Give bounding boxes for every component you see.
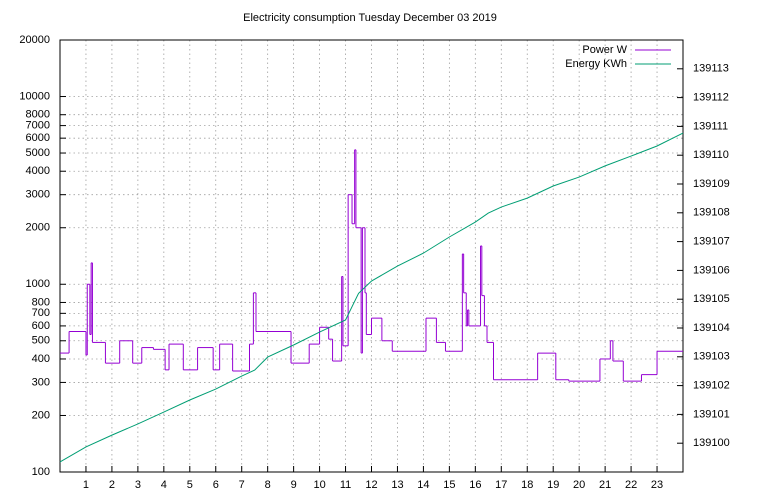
x-tick-label: 7 bbox=[239, 479, 245, 491]
y2-tick-label: 139107 bbox=[693, 236, 730, 248]
chart-title: Electricity consumption Tuesday December… bbox=[243, 12, 497, 24]
y-tick-label: 600 bbox=[32, 320, 50, 332]
y-tick-label: 300 bbox=[32, 376, 50, 388]
y-tick-label: 500 bbox=[32, 335, 50, 347]
x-tick-label: 20 bbox=[573, 479, 585, 491]
x-tick-label: 18 bbox=[521, 479, 533, 491]
y-tick-label: 3000 bbox=[26, 189, 50, 201]
x-tick-label: 3 bbox=[135, 479, 141, 491]
y-tick-label: 5000 bbox=[26, 147, 50, 159]
y2-tick-label: 139108 bbox=[693, 207, 730, 219]
x-tick-label: 5 bbox=[187, 479, 193, 491]
y2-tick-label: 139105 bbox=[693, 293, 730, 305]
y-tick-label: 6000 bbox=[26, 132, 50, 144]
y-tick-label: 100 bbox=[32, 466, 50, 478]
x-tick-label: 1 bbox=[83, 479, 89, 491]
y2-tick-label: 139102 bbox=[693, 380, 730, 392]
x-tick-label: 12 bbox=[365, 479, 377, 491]
y-tick-label: 2000 bbox=[26, 222, 50, 234]
x-tick-label: 10 bbox=[313, 479, 325, 491]
x-tick-label: 13 bbox=[391, 479, 403, 491]
y-tick-label: 7000 bbox=[26, 120, 50, 132]
y2-tick-label: 139109 bbox=[693, 178, 730, 190]
plot-border bbox=[59, 39, 684, 473]
y-tick-label: 700 bbox=[32, 307, 50, 319]
x-tick-label: 22 bbox=[625, 479, 637, 491]
y-tick-label: 800 bbox=[32, 296, 50, 308]
y-tick-label: 20000 bbox=[19, 34, 50, 46]
y2-tick-label: 139100 bbox=[693, 437, 730, 449]
y-tick-label: 400 bbox=[32, 353, 50, 365]
legend-label: Power W bbox=[582, 44, 627, 56]
y-tick-label: 1000 bbox=[26, 278, 50, 290]
x-tick-label: 14 bbox=[417, 479, 429, 491]
y2-tick-label: 139112 bbox=[693, 92, 729, 104]
y2-tick-label: 139106 bbox=[693, 264, 730, 276]
x-tick-label: 19 bbox=[547, 479, 559, 491]
y2-tick-label: 139110 bbox=[693, 149, 729, 161]
y2-tick-label: 139113 bbox=[693, 63, 729, 75]
y2-tick-label: 139111 bbox=[693, 120, 728, 132]
y-tick-label: 200 bbox=[32, 409, 50, 421]
x-tick-label: 8 bbox=[265, 479, 271, 491]
x-tick-label: 23 bbox=[651, 479, 663, 491]
y-tick-label: 4000 bbox=[26, 165, 50, 177]
x-tick-label: 6 bbox=[213, 479, 219, 491]
y2-tick-label: 139101 bbox=[693, 408, 730, 420]
legend-label: Energy KWh bbox=[565, 58, 627, 70]
energy-line bbox=[59, 132, 684, 463]
x-tick-label: 21 bbox=[599, 479, 611, 491]
y-tick-label: 10000 bbox=[19, 90, 50, 102]
x-tick-label: 9 bbox=[291, 479, 297, 491]
x-tick-label: 2 bbox=[109, 479, 115, 491]
x-tick-label: 17 bbox=[495, 479, 507, 491]
y-tick-label: 8000 bbox=[26, 109, 50, 121]
x-tick-label: 15 bbox=[443, 479, 455, 491]
x-tick-label: 16 bbox=[469, 479, 481, 491]
x-tick-label: 11 bbox=[340, 479, 351, 491]
x-tick-label: 4 bbox=[161, 479, 167, 491]
y2-tick-label: 139103 bbox=[693, 351, 730, 363]
y2-tick-label: 139104 bbox=[693, 322, 730, 334]
